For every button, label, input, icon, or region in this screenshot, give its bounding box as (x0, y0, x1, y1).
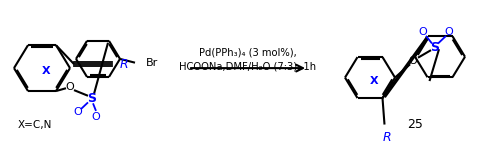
Text: O: O (74, 107, 83, 117)
Text: Br: Br (146, 58, 158, 68)
Text: R: R (382, 131, 391, 144)
Text: O: O (66, 82, 75, 92)
Text: X: X (42, 66, 50, 76)
Text: X: X (370, 76, 378, 86)
Text: Pd(PPh₃)₄ (3 mol%),: Pd(PPh₃)₄ (3 mol%), (199, 47, 297, 57)
Text: X=C,N: X=C,N (18, 120, 52, 130)
Text: R: R (120, 58, 128, 71)
Text: O: O (445, 27, 453, 37)
Text: O: O (418, 27, 427, 37)
Text: O: O (409, 56, 417, 66)
Text: S: S (87, 92, 96, 105)
Text: HCOONa,DMF/H₂O (7:3), 1h: HCOONa,DMF/H₂O (7:3), 1h (179, 61, 317, 71)
Text: O: O (91, 112, 100, 122)
Text: S: S (430, 41, 439, 54)
Text: 25: 25 (407, 118, 423, 131)
